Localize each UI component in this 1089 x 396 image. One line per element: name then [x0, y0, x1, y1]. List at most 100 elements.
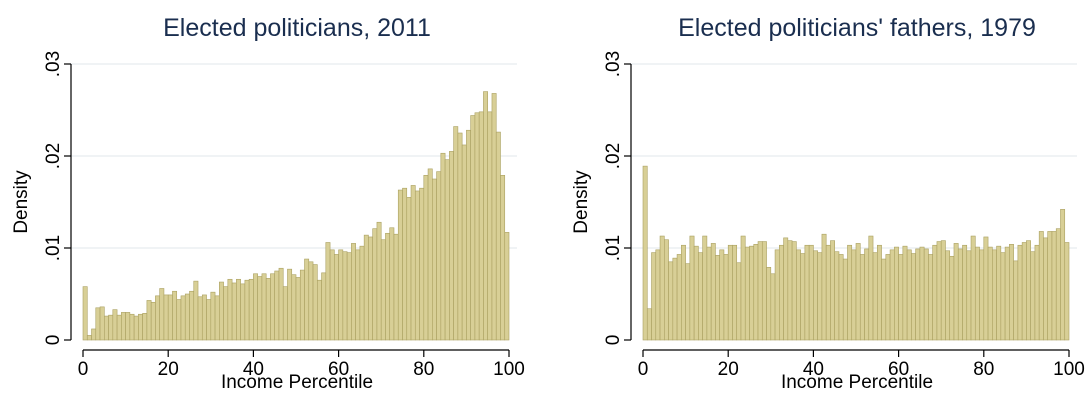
bar	[444, 159, 450, 341]
bar	[915, 248, 921, 341]
bar	[983, 236, 989, 341]
bar	[180, 295, 186, 341]
bar	[651, 252, 657, 341]
x-tick-label: 40	[803, 359, 824, 380]
bar	[761, 241, 767, 341]
bar	[800, 253, 806, 341]
bar	[334, 254, 339, 341]
bar	[825, 244, 831, 341]
bar	[1047, 231, 1053, 341]
x-tick-label: 100	[493, 359, 525, 380]
y-tick-label: .02	[43, 143, 64, 169]
bar	[715, 255, 720, 341]
bar	[282, 286, 288, 341]
bar	[261, 273, 267, 341]
bar	[1017, 244, 1023, 341]
bar	[808, 244, 814, 341]
bar	[167, 294, 173, 341]
x-tick-label: 80	[973, 359, 994, 380]
bar	[940, 240, 946, 341]
bar	[787, 240, 793, 341]
bar	[487, 111, 493, 341]
bar	[193, 280, 199, 341]
bar	[436, 171, 442, 341]
bar	[1038, 231, 1044, 341]
bar	[359, 245, 365, 341]
bar	[172, 290, 178, 341]
bar	[223, 286, 229, 341]
bar	[495, 131, 501, 341]
bar	[227, 278, 233, 341]
bar	[719, 249, 725, 341]
bar	[155, 295, 160, 341]
bar	[504, 232, 510, 341]
bar	[681, 244, 686, 341]
bar	[265, 278, 271, 341]
y-tick-label: .01	[43, 235, 64, 261]
bar	[804, 244, 810, 341]
bar	[796, 249, 801, 341]
x-tick-label: 60	[328, 359, 349, 380]
bar	[248, 278, 254, 341]
bar	[1026, 240, 1031, 341]
bar	[770, 273, 776, 341]
bar	[842, 258, 848, 341]
bar	[478, 111, 484, 341]
bar	[813, 250, 818, 341]
bar	[996, 245, 1002, 341]
bar	[189, 290, 195, 341]
bar	[817, 252, 823, 341]
bars	[82, 91, 510, 341]
bar	[389, 227, 395, 341]
bar	[112, 309, 118, 341]
bar	[902, 245, 908, 341]
bar	[91, 328, 97, 341]
bar	[876, 244, 882, 341]
bar	[676, 254, 682, 341]
bar	[744, 246, 750, 341]
x-tick-label: 0	[638, 359, 649, 380]
y-tick-label: .03	[43, 51, 64, 77]
bar	[945, 250, 951, 341]
bar	[953, 243, 959, 341]
bar	[470, 115, 476, 341]
bar	[830, 240, 836, 341]
bar	[923, 248, 929, 341]
bar	[898, 254, 904, 341]
bar	[974, 246, 980, 341]
y-axis-label: Density	[11, 170, 32, 234]
bar	[466, 129, 471, 341]
bar	[1060, 209, 1066, 341]
y-axis-label: Density	[571, 170, 592, 234]
bar	[304, 258, 310, 341]
y-tick-label: 0	[603, 335, 624, 346]
chart-title: Elected politicians' fathers, 1979	[678, 14, 1036, 42]
bar	[689, 235, 695, 341]
bar	[859, 254, 865, 341]
bar	[1000, 252, 1006, 341]
bar	[457, 132, 463, 341]
bar	[483, 91, 489, 341]
bar	[1034, 244, 1040, 341]
bar	[121, 312, 126, 341]
bar	[727, 244, 733, 341]
axes	[70, 64, 509, 351]
bar	[919, 246, 925, 341]
bar	[393, 233, 399, 341]
bar	[449, 151, 454, 341]
bar	[461, 144, 467, 341]
bar	[655, 249, 661, 341]
bar	[659, 235, 665, 341]
bar	[270, 273, 276, 341]
chart-title: Elected politicians, 2011	[163, 14, 431, 42]
bar	[376, 221, 382, 341]
bar	[1030, 251, 1036, 341]
bar	[885, 254, 891, 341]
bar	[342, 251, 348, 341]
bar	[116, 314, 122, 341]
bar	[329, 249, 335, 341]
y-tick-label: .01	[603, 235, 624, 261]
bar	[1004, 246, 1010, 341]
bar	[672, 257, 678, 341]
